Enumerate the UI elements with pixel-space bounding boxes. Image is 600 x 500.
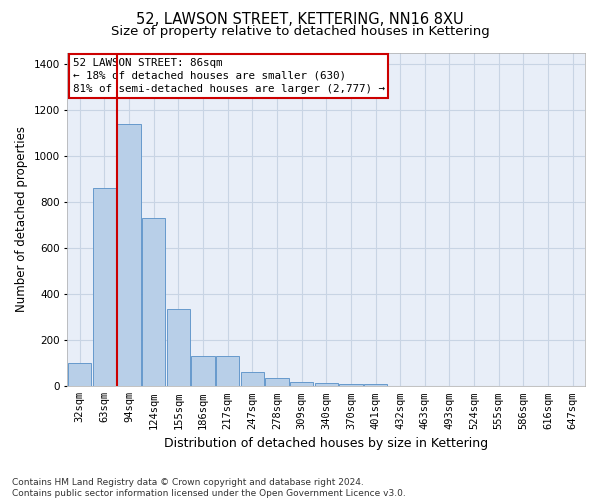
Text: Size of property relative to detached houses in Kettering: Size of property relative to detached ho… [110,25,490,38]
Bar [93,188,116,386]
Bar [290,382,313,386]
Bar [167,309,190,386]
Text: 52 LAWSON STREET: 86sqm
← 18% of detached houses are smaller (630)
81% of semi-d: 52 LAWSON STREET: 86sqm ← 18% of detache… [73,58,385,94]
Bar [191,356,215,386]
Y-axis label: Number of detached properties: Number of detached properties [15,126,28,312]
Bar [314,383,338,386]
Bar [265,378,289,386]
Text: Contains HM Land Registry data © Crown copyright and database right 2024.
Contai: Contains HM Land Registry data © Crown c… [12,478,406,498]
Bar [216,356,239,386]
Bar [364,384,387,386]
Bar [241,372,264,386]
Bar [68,364,91,386]
Text: 52, LAWSON STREET, KETTERING, NN16 8XU: 52, LAWSON STREET, KETTERING, NN16 8XU [136,12,464,28]
Bar [339,384,362,386]
Bar [142,218,166,386]
Bar [118,124,141,386]
X-axis label: Distribution of detached houses by size in Kettering: Distribution of detached houses by size … [164,437,488,450]
